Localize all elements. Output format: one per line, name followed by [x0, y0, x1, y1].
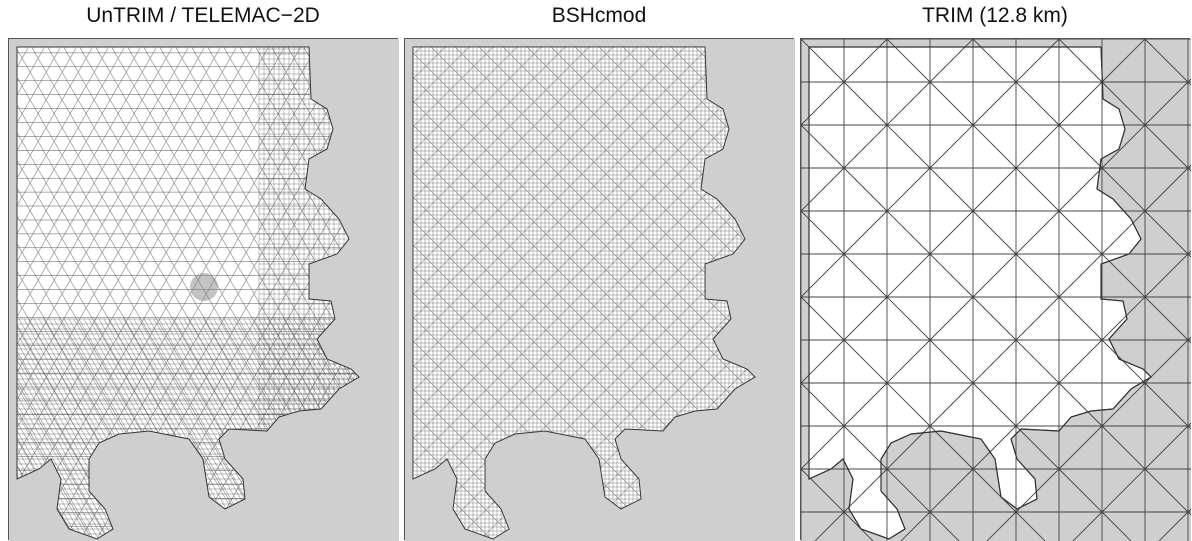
coastline [808, 46, 1152, 540]
panel-title-bshcmod: BSHcmod [551, 4, 647, 27]
panel-title-untrim: UnTRIM / TELEMAC−2D [86, 4, 320, 27]
mesh-map-bshcmod [405, 39, 795, 541]
mesh-map-trim [801, 39, 1191, 541]
mesh-map-untrim [9, 39, 399, 541]
refinement-spot [190, 273, 218, 301]
map-panel-untrim [8, 38, 399, 541]
grid-lines [413, 47, 755, 539]
panel-title-trim: TRIM (12.8 km) [922, 4, 1068, 27]
map-panel-trim [800, 38, 1191, 541]
coarse-grid-lines [801, 39, 1191, 541]
map-panel-bshcmod [404, 38, 795, 541]
